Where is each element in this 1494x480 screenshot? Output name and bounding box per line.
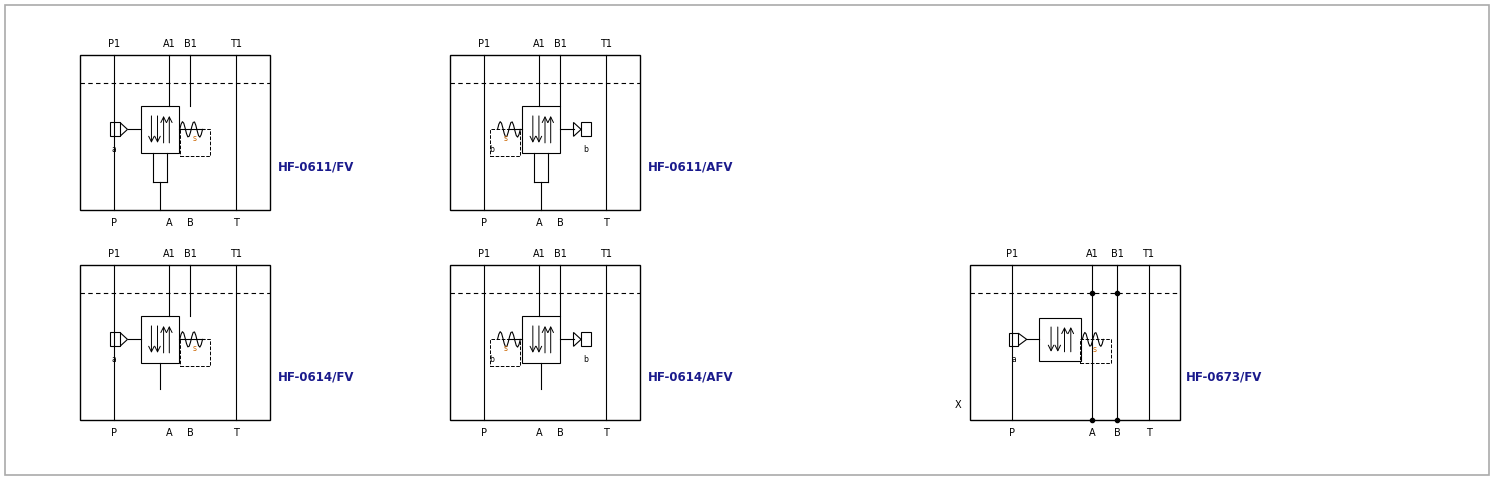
Text: B1: B1 xyxy=(554,39,566,49)
Text: T1: T1 xyxy=(230,249,242,259)
Text: A1: A1 xyxy=(533,39,545,49)
Text: b: b xyxy=(584,355,589,364)
Text: a: a xyxy=(112,145,117,154)
Text: T1: T1 xyxy=(1143,249,1155,259)
Text: b: b xyxy=(584,145,589,154)
Text: T: T xyxy=(1146,428,1152,438)
Text: T: T xyxy=(604,218,608,228)
Text: s: s xyxy=(193,134,197,143)
Text: P: P xyxy=(111,428,117,438)
Text: P: P xyxy=(481,428,487,438)
Text: B1: B1 xyxy=(1110,249,1123,259)
Text: P1: P1 xyxy=(108,249,120,259)
Text: B: B xyxy=(1113,428,1120,438)
Text: s: s xyxy=(503,134,506,143)
Text: HF-0611/FV: HF-0611/FV xyxy=(278,160,354,173)
Text: P: P xyxy=(481,218,487,228)
Bar xyxy=(450,265,639,420)
Bar xyxy=(450,55,639,210)
Text: T: T xyxy=(233,428,239,438)
Text: A1: A1 xyxy=(163,39,176,49)
Text: T: T xyxy=(604,428,608,438)
Bar xyxy=(140,106,179,153)
Text: A: A xyxy=(536,428,542,438)
Text: B: B xyxy=(557,428,563,438)
Bar xyxy=(81,265,270,420)
Bar xyxy=(523,106,560,153)
Bar xyxy=(490,130,520,156)
Text: T1: T1 xyxy=(230,39,242,49)
Bar xyxy=(1040,318,1082,361)
Text: T1: T1 xyxy=(599,249,613,259)
Text: B1: B1 xyxy=(184,249,197,259)
Text: T1: T1 xyxy=(599,39,613,49)
Text: A: A xyxy=(166,218,173,228)
Bar xyxy=(581,333,590,347)
Bar xyxy=(490,339,520,366)
Text: A1: A1 xyxy=(533,249,545,259)
Text: s: s xyxy=(503,344,506,353)
Text: T: T xyxy=(233,218,239,228)
Text: A: A xyxy=(166,428,173,438)
Bar xyxy=(179,130,211,156)
Text: B: B xyxy=(187,218,194,228)
Text: B1: B1 xyxy=(554,249,566,259)
Text: X: X xyxy=(955,399,961,409)
Text: HF-0614/AFV: HF-0614/AFV xyxy=(648,370,734,383)
Bar xyxy=(111,333,120,347)
Text: A1: A1 xyxy=(163,249,176,259)
Text: HF-0614/FV: HF-0614/FV xyxy=(278,370,354,383)
Text: A: A xyxy=(1089,428,1095,438)
Text: B: B xyxy=(557,218,563,228)
Text: P1: P1 xyxy=(1005,249,1017,259)
Text: P1: P1 xyxy=(478,39,490,49)
Bar xyxy=(1008,333,1019,346)
Text: P1: P1 xyxy=(108,39,120,49)
Text: A: A xyxy=(536,218,542,228)
Bar xyxy=(970,265,1180,420)
Bar xyxy=(581,122,590,136)
Text: a: a xyxy=(1011,355,1016,364)
Text: B: B xyxy=(187,428,194,438)
Text: B1: B1 xyxy=(184,39,197,49)
Bar xyxy=(523,316,560,363)
Text: a: a xyxy=(112,355,117,364)
Text: b: b xyxy=(490,355,495,364)
Text: P: P xyxy=(1008,428,1014,438)
Bar xyxy=(179,339,211,366)
Bar xyxy=(81,55,270,210)
Text: s: s xyxy=(1094,345,1097,354)
Text: HF-0611/AFV: HF-0611/AFV xyxy=(648,160,734,173)
Text: P1: P1 xyxy=(478,249,490,259)
Text: s: s xyxy=(193,344,197,353)
Text: b: b xyxy=(490,145,495,154)
Text: P: P xyxy=(111,218,117,228)
Bar xyxy=(111,122,120,136)
Text: HF-0673/FV: HF-0673/FV xyxy=(1186,370,1262,383)
Text: A1: A1 xyxy=(1086,249,1098,259)
Bar xyxy=(140,316,179,363)
Bar xyxy=(1080,339,1110,363)
